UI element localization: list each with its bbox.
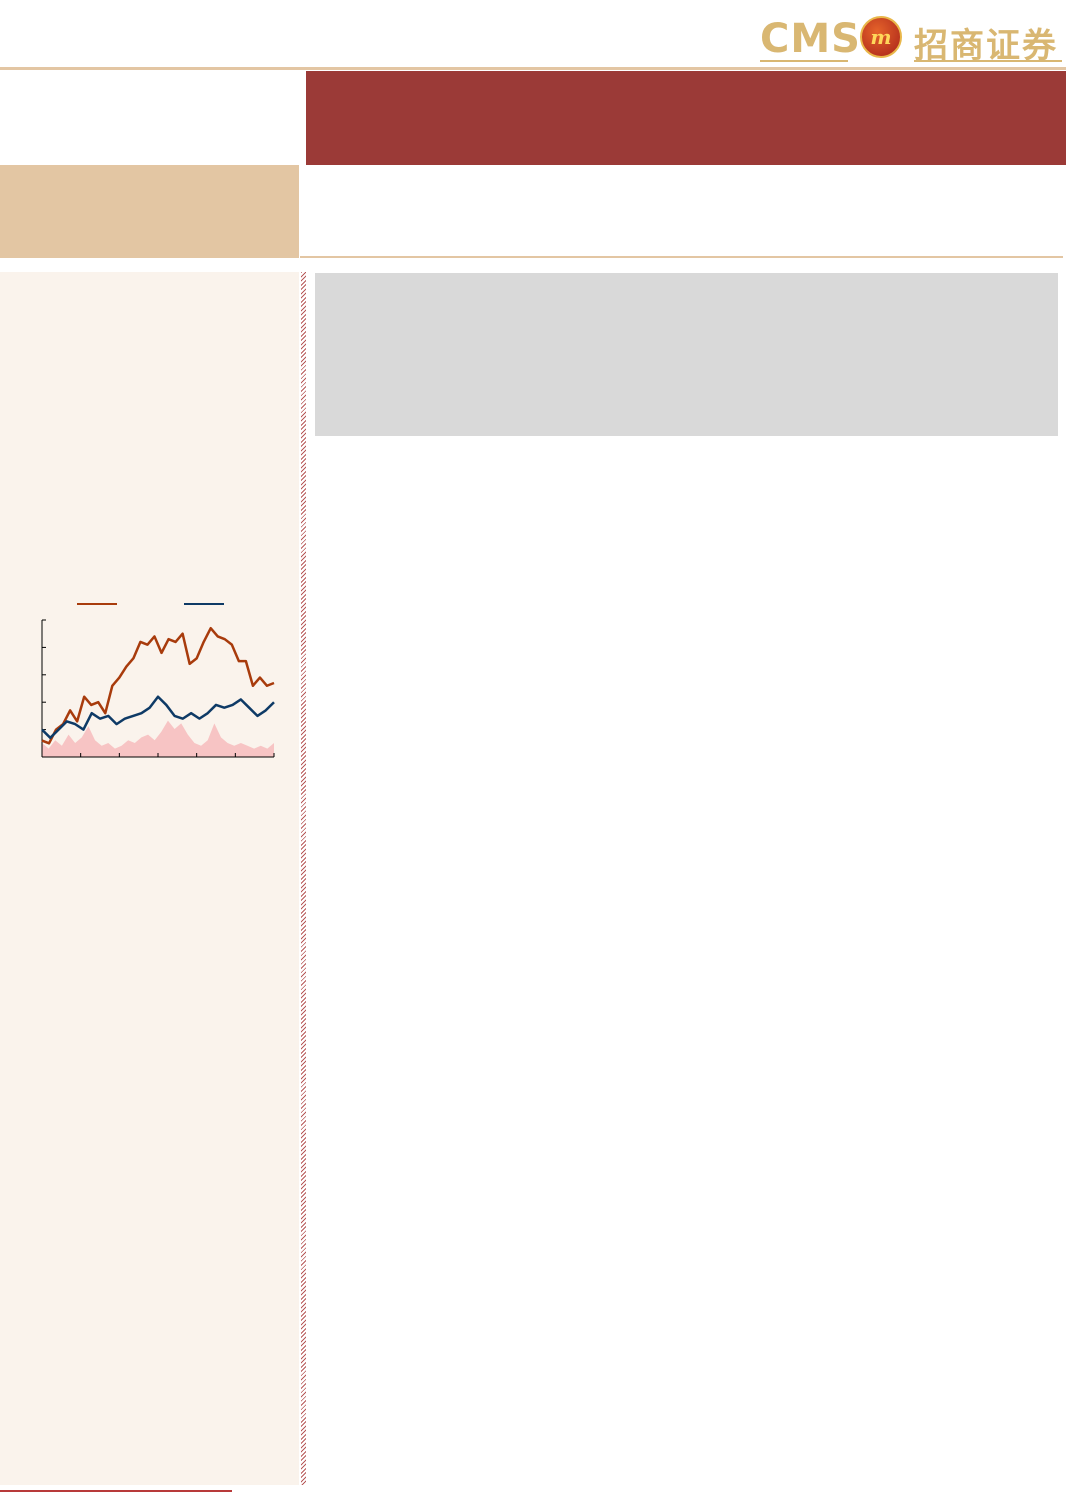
rating-block xyxy=(0,165,299,258)
sidebar xyxy=(0,272,299,1485)
volume-area xyxy=(42,720,274,757)
series-line-0 xyxy=(41,626,275,745)
logo-underline xyxy=(914,60,1062,62)
subtitle-rule xyxy=(300,256,1063,258)
series-line-1 xyxy=(41,695,275,740)
column-divider xyxy=(301,272,306,1485)
stock-price-chart xyxy=(41,603,275,758)
header-rule xyxy=(0,67,1066,70)
company-logo: CMS m 招商证券 xyxy=(758,12,1064,66)
logo-text-cn: 招商证券 xyxy=(914,26,1058,66)
logo-underline xyxy=(760,60,848,62)
footer-rule xyxy=(0,1490,232,1492)
logo-text-en: CMS xyxy=(760,16,861,62)
summary-box xyxy=(315,273,1058,436)
logo-emblem-icon: m xyxy=(860,16,902,58)
title-banner xyxy=(306,71,1066,165)
